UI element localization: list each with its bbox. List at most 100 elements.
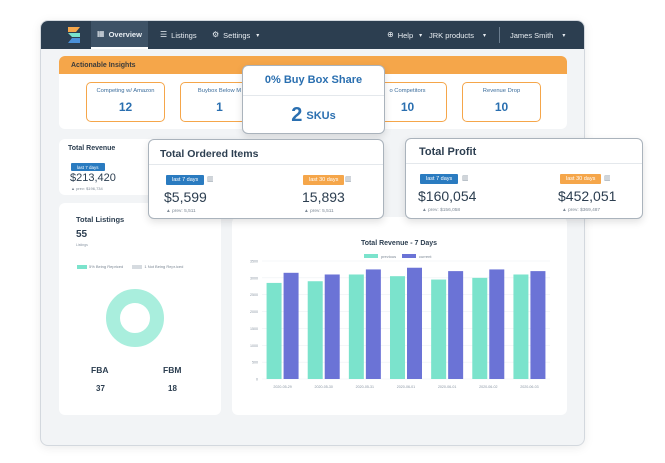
profit-prev-7d: ▲ prev: $156,058 — [422, 208, 461, 213]
total-profit-card[interactable]: Total Profit last 7 days ▥ $160,054 ▲ pr… — [405, 138, 643, 219]
tab-listings[interactable]: ☰ Listings — [160, 21, 197, 49]
period-pill-7d[interactable]: last 7 days — [166, 175, 205, 185]
dashboard-icon: ▦ — [97, 29, 105, 38]
bar-chart-icon: ▥ — [604, 175, 611, 182]
bar-previous — [431, 279, 447, 379]
revenue-bar-chart: Total Revenue - 7 Days previous current 0 50… — [250, 240, 550, 389]
insight-value: 10 — [400, 100, 415, 114]
donut-ring — [106, 289, 164, 347]
legend-swatch — [364, 254, 378, 258]
x-tick-label: 2020-06-01 — [397, 385, 415, 389]
x-tick-label: 2020-05-31 — [356, 385, 374, 389]
ordered-value-7d: $5,599 — [164, 189, 207, 205]
period-pill[interactable]: last 7 days — [71, 163, 105, 171]
insight-label: Revenue Drop — [482, 88, 521, 94]
total-listings-sub: Listings — [76, 243, 88, 247]
y-tick-label: 1000 — [250, 344, 258, 348]
chart-title: Total Revenue - 7 Days — [361, 240, 437, 247]
y-tick-label: 500 — [252, 361, 258, 365]
total-ordered-items-card[interactable]: Total Ordered Items last 7 days ▥ $5,599… — [148, 139, 384, 219]
account-menu[interactable]: JRK products ▾ — [429, 21, 486, 49]
buybox-share-popup[interactable]: 0% Buy Box Share 2 SKUs — [242, 65, 385, 134]
bar-previous — [390, 276, 405, 379]
insight-revenue-drop[interactable]: Revenue Drop 10 — [462, 82, 541, 122]
tab-settings[interactable]: ⚙ Settings ▾ — [212, 21, 259, 49]
insight-label: o Competitors — [389, 88, 426, 94]
bar-current — [324, 274, 340, 379]
buybox-count: 2 — [291, 104, 303, 126]
bar-current — [407, 267, 422, 379]
bar-previous — [513, 274, 529, 379]
y-tick-label: 2500 — [250, 293, 258, 297]
buybox-title: 0% Buy Box Share — [264, 74, 363, 86]
total-revenue-title: Total Revenue — [68, 145, 116, 152]
tab-listings-label: Listings — [171, 30, 197, 40]
list-icon: ☰ — [160, 30, 168, 39]
y-tick-label: 2000 — [250, 310, 258, 314]
legend-label: current — [419, 254, 432, 259]
tab-settings-label: Settings — [223, 30, 251, 40]
period-pill-7d[interactable]: last 7 days — [420, 174, 459, 184]
bar-previous — [307, 281, 323, 379]
insight-competing-amazon[interactable]: Competing w/ Amazon 12 — [86, 82, 165, 122]
insight-value: 1 — [216, 100, 223, 114]
x-tick-label: 2020-06-01 — [438, 385, 456, 389]
y-tick-label: 3000 — [250, 276, 258, 280]
insight-value: 10 — [494, 100, 509, 114]
buybox-value-row: 2 SKUs — [243, 104, 384, 127]
tab-overview[interactable]: ▦ Overview — [91, 21, 148, 49]
card-divider — [406, 163, 642, 164]
chevron-down-icon: ▾ — [562, 32, 566, 39]
period-pill-30d[interactable]: last 30 days — [303, 175, 345, 185]
profit-value-7d: $160,054 — [418, 188, 477, 204]
bar-current — [530, 271, 546, 379]
lifebuoy-icon: ⊕ — [387, 30, 394, 39]
legend-swatch-repriced — [77, 264, 87, 269]
bar-previous — [266, 282, 282, 379]
y-tick-label: 1500 — [250, 327, 258, 331]
listings-legend: 5% Being Repriced 1 Not Being Repr.iced — [77, 264, 183, 269]
bar-current — [283, 272, 299, 379]
top-navbar: ▦ Overview ☰ Listings ⚙ Settings ▾ ⊕ Hel… — [41, 21, 584, 49]
listings-donut-chart — [106, 289, 164, 347]
user-menu[interactable]: James Smith ▾ — [510, 21, 565, 49]
buybox-unit: SKUs — [306, 109, 336, 122]
fba-label: FBA — [91, 365, 109, 375]
ordered-value-30d: 15,893 — [302, 189, 345, 205]
total-revenue-card: Total Revenue last 7 days $213,420 ▲ pre… — [59, 139, 159, 195]
bar-chart-icon: ▥ — [345, 176, 352, 183]
legend-label: previous — [381, 254, 396, 259]
help-menu[interactable]: ⊕ Help ▾ — [387, 21, 422, 49]
fbm-value: 18 — [168, 384, 177, 393]
total-revenue-value: $213,420 — [70, 172, 116, 184]
total-listings-panel: Total Listings 55 Listings 5% Being Repr… — [59, 203, 221, 415]
total-revenue-prev: ▲ prev: $196,734 — [71, 186, 103, 191]
bar-previous — [348, 274, 364, 379]
chevron-down-icon: ▾ — [483, 32, 487, 39]
revenue-chart-panel: Total Revenue - 7 Days previous current 0 50… — [232, 217, 567, 415]
ordered-prev-7d: ▲ prev: 5,511 — [166, 209, 196, 214]
bar-current — [448, 271, 464, 379]
tab-overview-label: Overview — [108, 29, 142, 39]
card-divider — [149, 164, 383, 165]
legend-swatch-not-repriced — [132, 264, 143, 269]
insight-value: 12 — [118, 100, 133, 114]
period-pill-30d[interactable]: last 30 days — [560, 174, 602, 184]
total-profit-title: Total Profit — [419, 146, 477, 158]
x-tick-label: 2020-06-03 — [520, 385, 538, 389]
insight-label: Competing w/ Amazon — [96, 88, 155, 94]
fba-value: 37 — [96, 384, 105, 393]
bar-current — [365, 269, 381, 379]
logo-icon — [68, 27, 80, 43]
nav-divider — [499, 27, 500, 43]
user-label: James Smith — [510, 30, 554, 40]
profit-prev-30d: ▲ prev: $369,487 — [562, 208, 601, 213]
legend-not-repriced-label: 1 Not Being Repr.iced — [144, 264, 184, 269]
gear-icon: ⚙ — [212, 30, 220, 39]
x-tick-label: 2020-05-30 — [315, 385, 333, 389]
legend-swatch — [402, 254, 416, 258]
y-tick-label: 0 — [256, 378, 258, 382]
y-tick-label: 3500 — [250, 260, 258, 264]
bar-chart-icon: ▥ — [207, 176, 214, 183]
